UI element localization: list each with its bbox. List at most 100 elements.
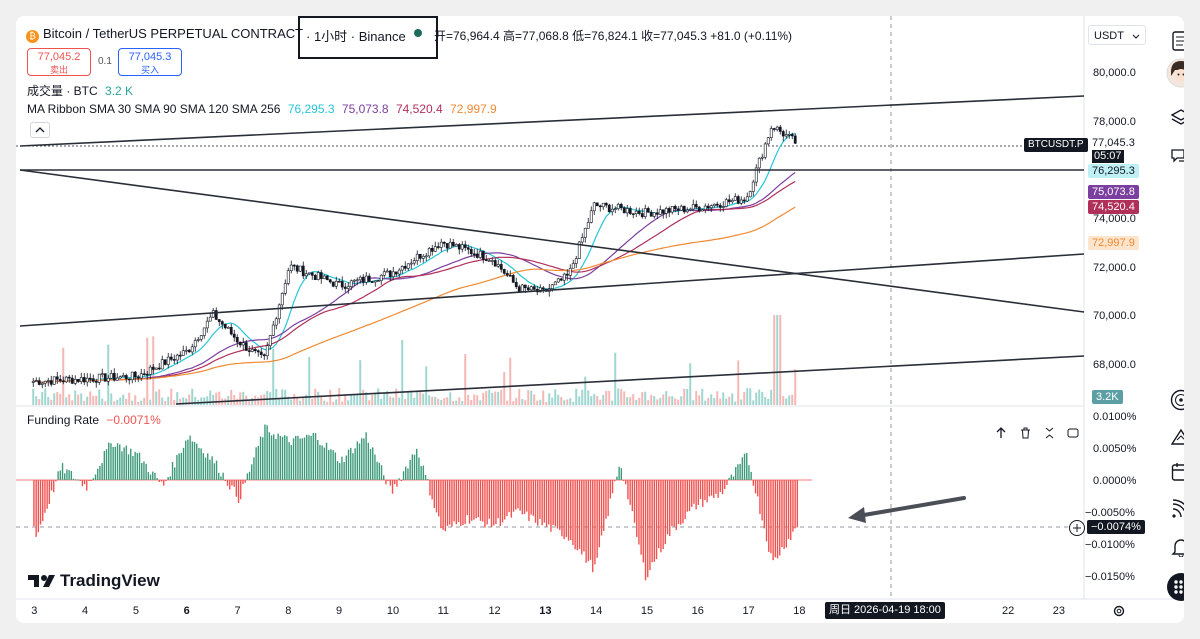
collapse-pane-button[interactable] xyxy=(1040,424,1058,442)
funding-bar xyxy=(541,480,543,526)
interval-exchange[interactable]: · 1小时 · Binance xyxy=(306,29,406,44)
funding-bar xyxy=(691,480,693,507)
candle-body xyxy=(631,213,635,215)
sell-button[interactable]: 77,045.2 卖出 xyxy=(27,48,91,76)
funding-bar xyxy=(746,452,748,480)
crosshair-add-button[interactable] xyxy=(1069,520,1085,536)
ma-ribbon-legend[interactable]: MA Ribbon SMA 30 SMA 90 SMA 120 SMA 256 … xyxy=(27,102,497,116)
candle-body xyxy=(73,378,77,384)
funding-bar xyxy=(136,453,139,480)
candle-body xyxy=(502,269,506,274)
candle-body xyxy=(703,205,707,210)
calendar-button[interactable] xyxy=(1168,459,1184,485)
candle-body xyxy=(646,208,650,213)
funding-bar xyxy=(59,470,62,480)
volume-bar xyxy=(32,388,35,405)
funding-bar xyxy=(319,444,321,480)
currency-select[interactable]: USDT xyxy=(1088,25,1146,45)
legend-collapse-button[interactable] xyxy=(30,122,50,138)
funding-bar xyxy=(325,442,328,480)
notifications-button[interactable] xyxy=(1168,534,1184,560)
chart-canvas[interactable] xyxy=(16,16,1184,623)
axis-settings-button[interactable] xyxy=(1111,603,1127,619)
maximize-pane-button[interactable] xyxy=(1064,424,1082,442)
volume-bar xyxy=(596,395,599,405)
funding-bar xyxy=(180,452,183,480)
candle-body xyxy=(682,205,686,213)
time-cursor-tag: 周日 2026-04-19 18:00 xyxy=(825,602,945,619)
candle-body xyxy=(175,354,179,361)
candle-body xyxy=(745,196,749,202)
time-tick: 12 xyxy=(488,605,501,617)
candle-body xyxy=(637,210,641,214)
funding-bar xyxy=(765,480,768,542)
funding-bar xyxy=(290,445,293,480)
buy-button[interactable]: 77,045.3 买入 xyxy=(118,48,182,76)
funding-bar xyxy=(528,480,530,522)
volume-bar xyxy=(485,390,488,405)
candle-body xyxy=(103,373,107,382)
trend-line xyxy=(19,95,1085,147)
funding-bar xyxy=(207,453,209,480)
chat-button[interactable] xyxy=(1168,144,1184,170)
candle-body xyxy=(244,342,248,351)
funding-bar xyxy=(92,478,95,480)
candle-body xyxy=(484,259,488,261)
volume-bar xyxy=(332,401,335,405)
funding-bar xyxy=(704,480,706,501)
funding-bar xyxy=(189,435,191,480)
broadcast-button[interactable] xyxy=(1168,496,1184,522)
avatar[interactable] xyxy=(1166,58,1184,88)
funding-bar xyxy=(154,472,156,480)
funding-bar xyxy=(477,480,480,518)
volume-bar xyxy=(755,392,758,405)
volume-bar xyxy=(410,390,413,405)
alerts-button[interactable] xyxy=(1168,424,1184,450)
volume-legend[interactable]: 成交量 · BTC 3.2 K xyxy=(27,82,133,99)
candle-body xyxy=(31,380,35,383)
funding-bar xyxy=(70,470,73,480)
candle-body xyxy=(316,272,320,281)
symbol-title[interactable]: ₿ Bitcoin / TetherUS PERPETUAL CONTRACT xyxy=(26,26,303,43)
funding-bar xyxy=(224,480,227,481)
watchlist-button[interactable] xyxy=(1168,28,1184,54)
funding-bar xyxy=(730,474,733,480)
candle-body xyxy=(406,263,410,269)
funding-bar xyxy=(48,480,51,505)
funding-bar xyxy=(279,435,282,480)
candle-body xyxy=(355,279,359,282)
funding-bar xyxy=(356,441,359,480)
volume-bar xyxy=(584,376,587,405)
funding-bar xyxy=(312,432,315,480)
funding-bar xyxy=(350,447,352,480)
volume-bar xyxy=(179,398,182,405)
apps-button[interactable] xyxy=(1167,573,1184,601)
candle-body xyxy=(445,243,449,249)
move-pane-up-button[interactable] xyxy=(992,424,1010,442)
funding-legend[interactable]: Funding Rate −0.0071% xyxy=(27,413,161,427)
volume-bar xyxy=(203,397,206,405)
funding-bar xyxy=(688,480,691,512)
volume-bar xyxy=(248,401,251,405)
volume-bar xyxy=(533,394,536,405)
volume-bar xyxy=(308,357,311,405)
volume-bar xyxy=(566,399,569,405)
candle-body xyxy=(340,281,344,288)
volume-bar xyxy=(617,388,620,405)
funding-bar xyxy=(226,480,229,486)
candle-body xyxy=(46,380,50,382)
funding-bar xyxy=(64,473,66,480)
funding-bar xyxy=(640,480,642,555)
delete-pane-button[interactable] xyxy=(1016,424,1034,442)
funding-bar xyxy=(103,451,106,480)
signal-button[interactable] xyxy=(1168,387,1184,413)
candle-body xyxy=(475,253,479,258)
volume-bar xyxy=(686,388,689,405)
volume-bar xyxy=(500,389,503,405)
market-status-icon xyxy=(414,29,422,37)
funding-bar xyxy=(281,436,284,480)
tradingview-logo[interactable]: TradingView xyxy=(28,571,160,591)
volume-bar xyxy=(557,394,560,405)
layers-button[interactable] xyxy=(1168,104,1184,130)
funding-bar xyxy=(578,480,581,549)
